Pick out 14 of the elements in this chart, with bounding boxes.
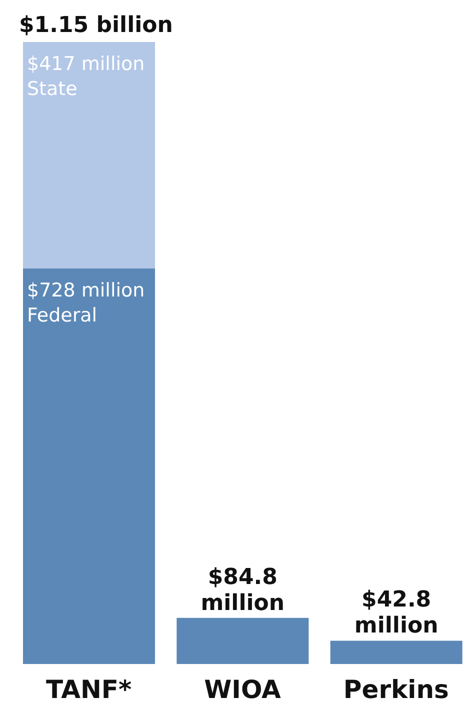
data-label: $84.8 million <box>200 564 285 616</box>
bar <box>330 640 462 664</box>
bar <box>23 42 155 269</box>
x-tick-label: Perkins <box>343 674 449 704</box>
series-label: Federal <box>27 304 98 327</box>
data-label: $42.8 million <box>354 588 438 639</box>
data-label: $417 million <box>27 53 145 75</box>
x-tick-label: TANF* <box>46 674 132 704</box>
total-label: $1.15 billion <box>19 13 173 38</box>
series-label: State <box>27 78 78 100</box>
bar <box>176 618 309 664</box>
data-label: $728 million <box>27 280 145 302</box>
x-tick-label: WIOA <box>204 674 282 704</box>
bar <box>23 268 155 664</box>
